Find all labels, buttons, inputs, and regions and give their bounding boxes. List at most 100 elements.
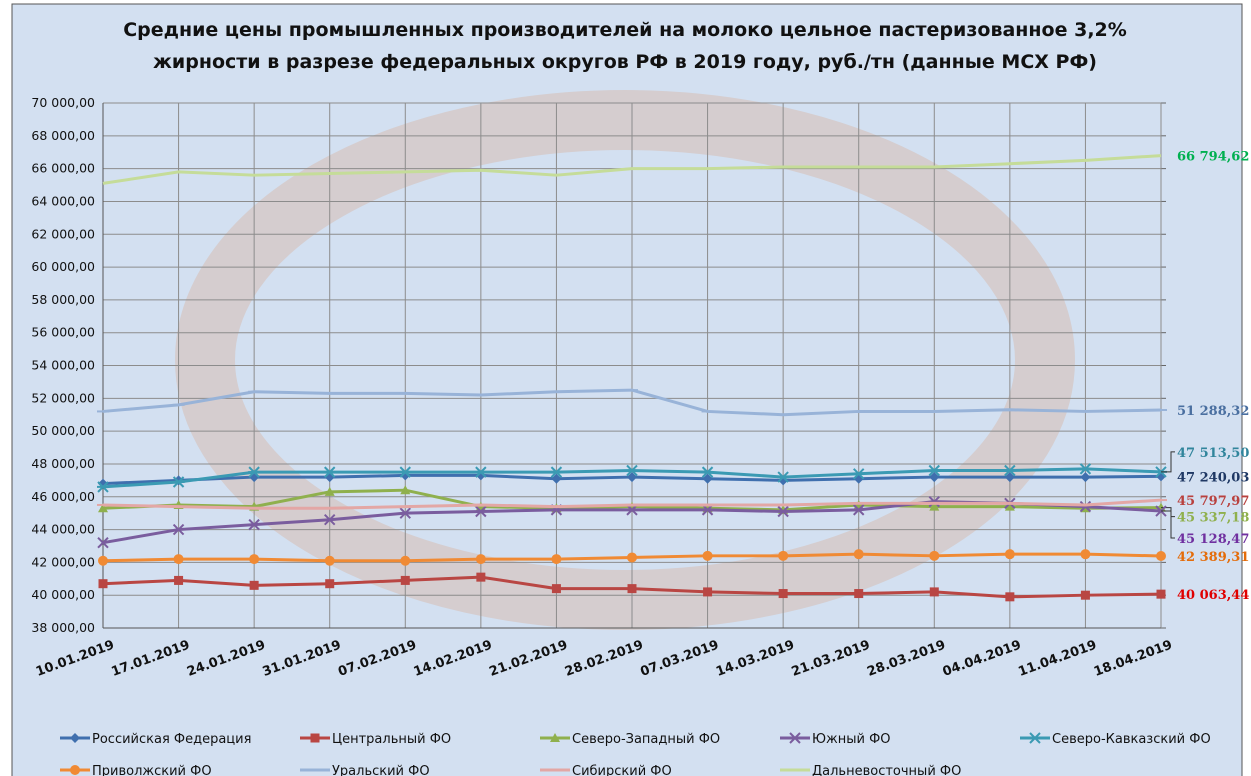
marker — [1080, 590, 1090, 600]
marker — [97, 481, 109, 493]
marker — [174, 575, 184, 585]
marker — [928, 464, 941, 477]
data-label: 45 337,18 — [1177, 511, 1249, 526]
y-tick-label: 46 000,00 — [31, 489, 95, 504]
legend-label: Приволжский ФО — [92, 764, 212, 776]
marker — [249, 554, 260, 565]
marker — [1004, 472, 1015, 483]
data-label: 47 513,50 — [1177, 446, 1249, 461]
marker — [854, 589, 864, 599]
marker — [310, 733, 320, 743]
y-tick-label: 60 000,00 — [31, 259, 95, 274]
marker — [1029, 732, 1041, 744]
marker — [248, 466, 261, 478]
data-label: 42 389,31 — [1177, 550, 1249, 565]
marker — [173, 554, 184, 565]
legend-label: Уральский ФО — [332, 764, 430, 776]
series: 45 797,97 — [97, 494, 1249, 510]
marker — [400, 485, 411, 495]
marker — [852, 468, 865, 480]
marker — [474, 466, 487, 478]
leader-line — [1161, 510, 1175, 539]
marker — [928, 495, 940, 508]
marker — [626, 464, 638, 477]
y-tick-label: 38 000,00 — [31, 620, 95, 635]
watermark — [175, 90, 1075, 630]
marker — [627, 472, 637, 483]
y-tick-label: 40 000,00 — [31, 587, 95, 602]
marker — [98, 579, 108, 589]
legend-label: Центральный ФО — [332, 732, 451, 747]
marker — [1156, 589, 1166, 599]
series: 42 389,31 — [98, 549, 1249, 566]
marker — [701, 504, 714, 516]
y-tick-label: 52 000,00 — [31, 390, 95, 405]
marker — [551, 554, 562, 565]
marker — [98, 555, 108, 566]
marker — [789, 732, 801, 744]
legend-label: Сибирский ФО — [572, 764, 672, 776]
marker — [929, 550, 940, 561]
data-label: 40 063,44 — [1177, 588, 1249, 603]
marker — [778, 589, 788, 599]
marker — [70, 765, 80, 775]
y-tick-label: 48 000,00 — [31, 456, 95, 471]
y-tick-label: 50 000,00 — [31, 423, 95, 438]
legend-label: Дальневосточный ФО — [812, 764, 961, 776]
marker — [777, 471, 790, 483]
marker — [551, 473, 562, 484]
leader-line — [1161, 451, 1175, 473]
marker — [1079, 463, 1092, 475]
legend-label: Северо-Кавказский ФО — [1052, 732, 1211, 747]
marker — [248, 518, 260, 531]
series: 51 288,32 — [97, 388, 1249, 419]
marker — [323, 466, 336, 478]
y-tick-label: 54 000,00 — [31, 358, 95, 373]
marker — [476, 572, 486, 582]
y-tick-label: 56 000,00 — [31, 325, 95, 340]
data-label: 45 128,47 — [1177, 532, 1249, 547]
y-tick-label: 68 000,00 — [31, 128, 95, 143]
marker — [702, 473, 713, 484]
marker — [70, 733, 80, 743]
series: 47 513,50 — [97, 446, 1249, 493]
marker — [1080, 549, 1091, 560]
marker — [627, 584, 637, 594]
marker — [1156, 550, 1166, 561]
marker — [475, 505, 487, 518]
marker — [97, 536, 109, 549]
y-tick-label: 70 000,00 — [31, 95, 95, 110]
marker — [1005, 592, 1015, 602]
series-line — [102, 154, 1162, 185]
marker — [1004, 549, 1015, 560]
marker — [324, 514, 336, 526]
y-tick-label: 66 000,00 — [31, 161, 95, 176]
marker — [929, 501, 940, 511]
marker — [324, 486, 335, 496]
y-tick-label: 64 000,00 — [31, 193, 95, 208]
data-label: 45 797,97 — [1177, 494, 1249, 509]
y-tick-label: 62 000,00 — [31, 226, 95, 241]
marker — [778, 550, 789, 561]
data-label: 66 794,62 — [1177, 150, 1249, 165]
y-tick-label: 42 000,00 — [31, 554, 95, 569]
marker — [777, 505, 789, 518]
marker — [551, 584, 561, 594]
marker — [853, 504, 865, 516]
marker — [1004, 501, 1015, 511]
marker — [703, 587, 713, 597]
marker — [550, 466, 563, 478]
marker — [929, 587, 939, 597]
marker — [400, 555, 411, 566]
marker — [172, 523, 185, 536]
marker — [702, 550, 713, 561]
legend-label: Южный ФО — [812, 732, 891, 747]
legend-label: Российская Федерация — [92, 732, 251, 747]
data-label: 47 240,03 — [1177, 470, 1249, 485]
legend-label: Северо-Западный ФО — [572, 732, 720, 747]
marker — [550, 733, 560, 742]
marker — [626, 504, 638, 516]
chart-title: Средние цены промышленных производителей… — [123, 19, 1127, 73]
